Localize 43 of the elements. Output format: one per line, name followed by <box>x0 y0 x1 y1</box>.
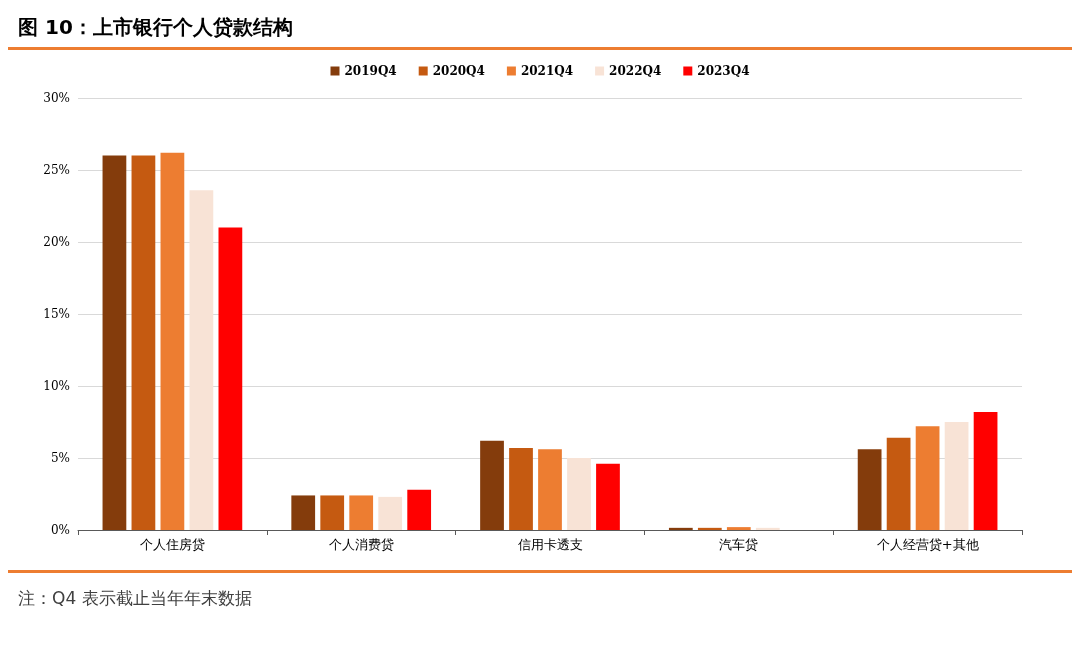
x-tick-label: 汽车贷 <box>719 537 759 552</box>
bar <box>944 422 969 530</box>
bar <box>102 155 127 530</box>
bar <box>668 527 693 530</box>
bar <box>291 495 316 530</box>
bar <box>407 489 432 530</box>
y-tick-label: 10% <box>43 379 70 393</box>
bar <box>189 190 214 530</box>
legend-label: 2023Q4 <box>697 64 750 78</box>
bar <box>538 449 562 530</box>
bar <box>378 496 403 530</box>
y-tick-label: 5% <box>50 451 70 465</box>
bar <box>349 495 374 530</box>
x-tick-label: 个人消费贷 <box>328 537 394 552</box>
bar <box>320 495 345 530</box>
bar <box>567 458 591 530</box>
chart-title: 图 10：上市银行个人贷款结构 <box>17 14 294 41</box>
x-tick-label: 信用卡透支 <box>517 537 583 552</box>
bar <box>131 155 156 530</box>
y-tick-label: 30% <box>43 91 70 105</box>
x-tick-label: 个人住房贷 <box>139 537 205 552</box>
bar <box>915 426 940 530</box>
bar <box>480 440 504 530</box>
bar <box>726 527 751 530</box>
y-tick-label: 20% <box>43 235 70 249</box>
bar <box>886 437 911 530</box>
y-tick-label: 25% <box>43 163 70 177</box>
y-tick-label: 15% <box>43 307 70 321</box>
bar <box>509 447 533 530</box>
text: 注：Q4 表示截止当年年末数据 <box>17 587 253 610</box>
x-tick-label: 个人经营贷+其他 <box>876 537 979 552</box>
y-tick-label: 0% <box>50 523 70 537</box>
bar <box>160 152 185 530</box>
bar <box>697 527 722 530</box>
bar <box>755 527 780 530</box>
bar <box>596 463 620 530</box>
legend-label: 2021Q4 <box>520 64 574 78</box>
bar <box>218 227 243 530</box>
legend-label: 2020Q4 <box>432 64 485 78</box>
legend-label: 2019Q4 <box>344 64 397 78</box>
legend-label: 2022Q4 <box>609 64 662 78</box>
bar <box>973 411 998 530</box>
bar <box>857 449 882 530</box>
